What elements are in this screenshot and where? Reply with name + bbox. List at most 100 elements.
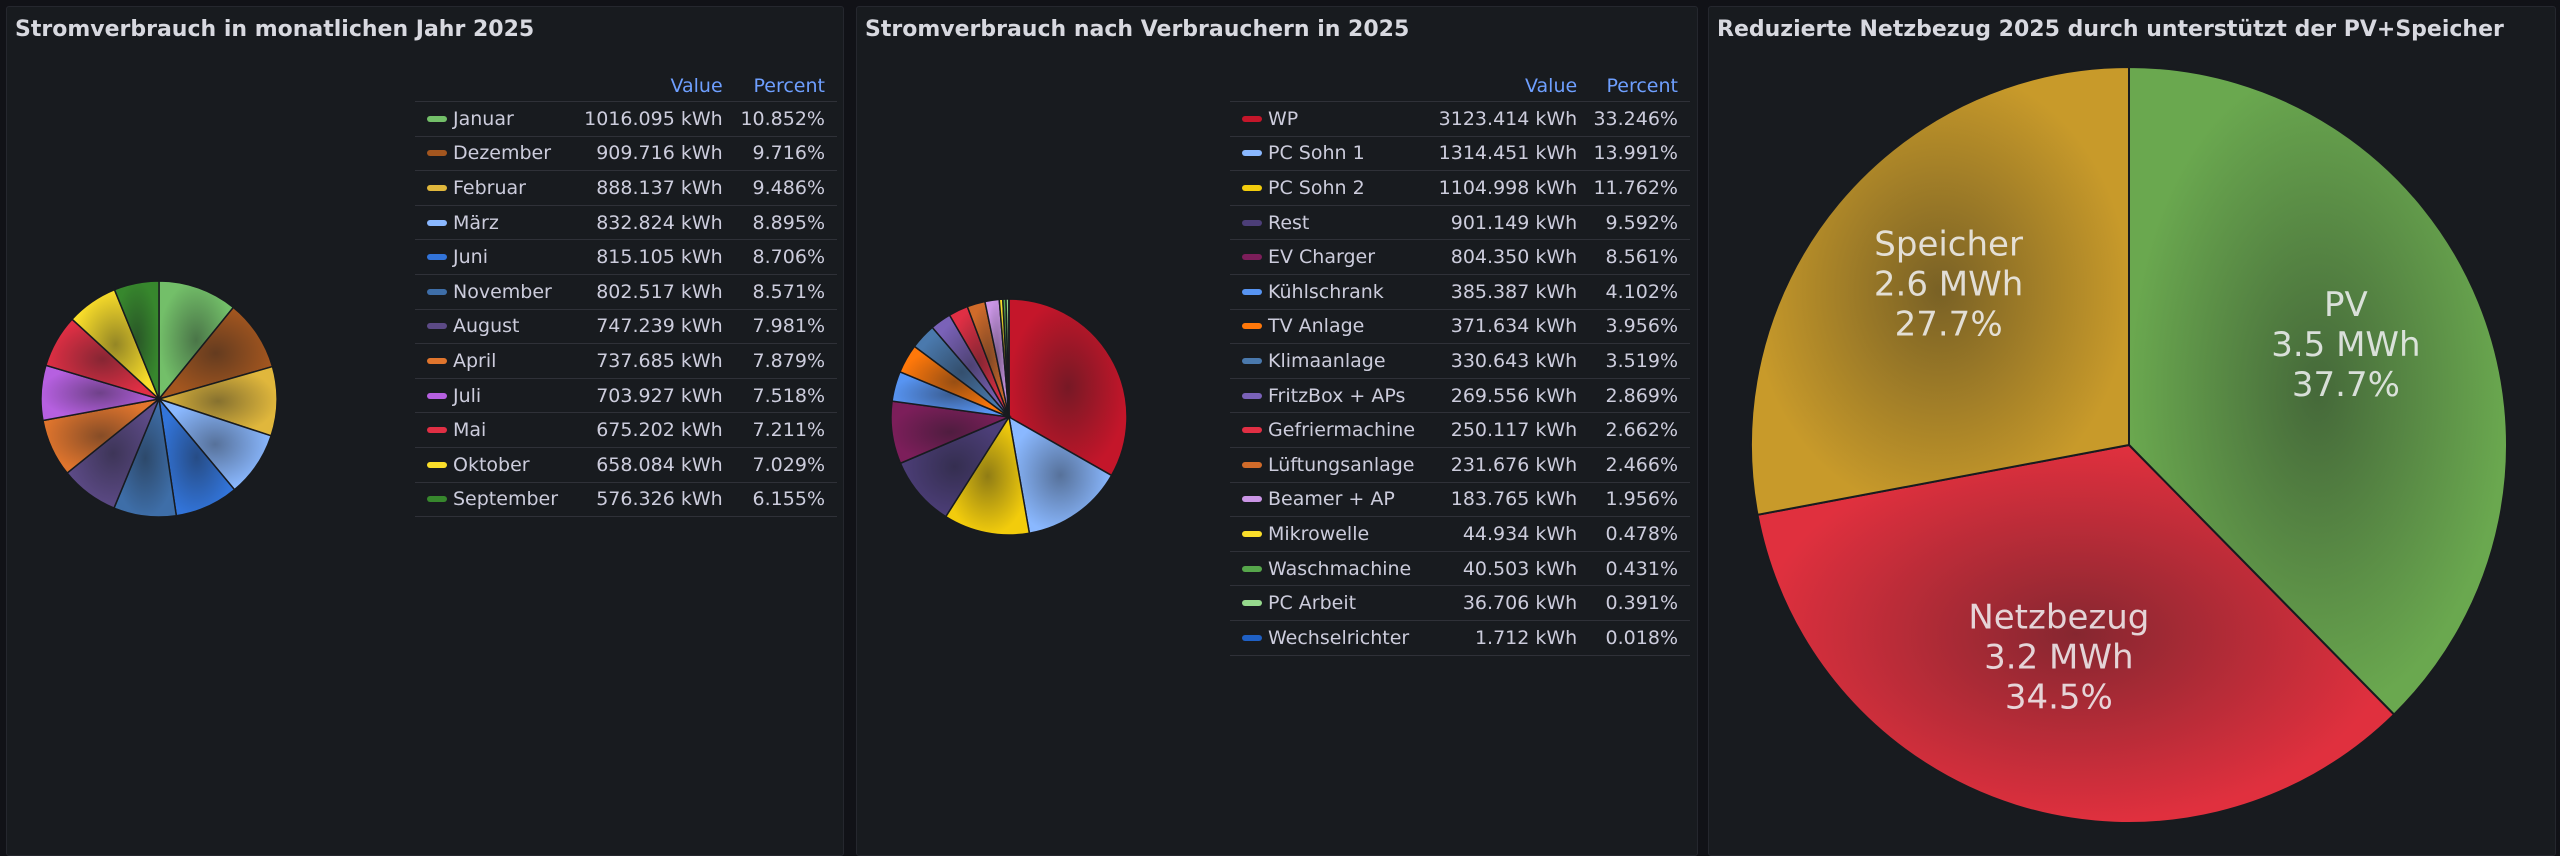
legend-series-name[interactable]: Beamer + AP (1264, 482, 1432, 517)
legend-header-percent[interactable]: Percent (1589, 71, 1690, 102)
legend-series-name[interactable]: TV Anlage (1264, 309, 1432, 344)
legend-series-name[interactable]: Mai (449, 413, 575, 448)
panel-title[interactable]: Stromverbrauch nach Verbrauchern in 2025 (865, 17, 1409, 42)
panel-consumer-consumption: Stromverbrauch nach Verbrauchern in 2025… (856, 6, 1698, 856)
legend-series-name[interactable]: WP (1264, 102, 1432, 137)
legend-color-swatch (427, 496, 447, 502)
legend-color-swatch (427, 220, 447, 226)
legend-series-name[interactable]: April (449, 344, 575, 379)
panel-title[interactable]: Reduzierte Netzbezug 2025 durch unterstü… (1717, 17, 2504, 42)
legend-series-name[interactable]: Wechselrichter (1264, 620, 1432, 655)
legend-series-name[interactable]: März (449, 205, 575, 240)
legend-series-name[interactable]: PC Sohn 2 (1264, 171, 1432, 206)
legend-percent: 7.879% (735, 344, 837, 379)
legend-color-swatch (1242, 427, 1262, 433)
legend-color-swatch (1242, 323, 1262, 329)
panel-title[interactable]: Stromverbrauch in monatlichen Jahr 2025 (15, 17, 534, 42)
legend-color-swatch (427, 289, 447, 295)
legend-color-swatch (427, 358, 447, 364)
legend-series-name[interactable]: Lüftungsanlage (1264, 447, 1432, 482)
legend-series-name[interactable]: EV Charger (1264, 240, 1432, 275)
legend-series-name[interactable]: FritzBox + APs (1264, 378, 1432, 413)
legend-value: 675.202 kWh (575, 413, 735, 448)
legend-series-name[interactable]: August (449, 309, 575, 344)
legend-color-swatch (1242, 116, 1262, 122)
legend-value: 36.706 kWh (1432, 586, 1589, 621)
legend-color-swatch (427, 150, 447, 156)
legend-series-name[interactable]: Dezember (449, 136, 575, 171)
legend-swatch-cell (415, 136, 449, 171)
legend-header-percent[interactable]: Percent (735, 71, 837, 102)
legend-value: 3123.414 kWh (1432, 102, 1589, 137)
legend-value: 909.716 kWh (575, 136, 735, 171)
legend-series-name[interactable]: Februar (449, 171, 575, 206)
legend-header-value[interactable]: Value (575, 71, 735, 102)
legend-swatch-cell (1230, 274, 1264, 309)
legend-color-swatch (1242, 462, 1262, 468)
legend-percent: 8.571% (735, 274, 837, 309)
legend-series-name[interactable]: PC Arbeit (1264, 586, 1432, 621)
legend-value: 888.137 kWh (575, 171, 735, 206)
legend-series-name[interactable]: Juni (449, 240, 575, 275)
legend-percent: 10.852% (735, 102, 837, 137)
legend-color-swatch (1242, 393, 1262, 399)
legend-series-name[interactable]: Januar (449, 102, 575, 137)
legend-series-name[interactable]: November (449, 274, 575, 309)
legend-series-name[interactable]: Oktober (449, 447, 575, 482)
legend-header-value[interactable]: Value (1432, 71, 1589, 102)
legend-series-name[interactable]: Klimaanlage (1264, 344, 1432, 379)
legend-series-name[interactable]: Kühlschrank (1264, 274, 1432, 309)
legend-swatch-cell (1230, 378, 1264, 413)
legend-swatch-cell (415, 482, 449, 517)
legend-series-name[interactable]: Waschmachine (1264, 551, 1432, 586)
legend-percent: 8.561% (1589, 240, 1690, 275)
legend-series-name[interactable]: September (449, 482, 575, 517)
legend-color-swatch (427, 185, 447, 191)
legend-value: 1016.095 kWh (575, 102, 735, 137)
legend-value: 747.239 kWh (575, 309, 735, 344)
legend-value: 576.326 kWh (575, 482, 735, 517)
legend-swatch-cell (1230, 240, 1264, 275)
legend-series-name[interactable]: Mikrowelle (1264, 517, 1432, 552)
legend-series-name[interactable]: Juli (449, 378, 575, 413)
legend-percent: 2.869% (1589, 378, 1690, 413)
legend-color-swatch (1242, 496, 1262, 502)
legend-percent: 7.981% (735, 309, 837, 344)
legend-series-name[interactable]: Gefriermachine (1264, 413, 1432, 448)
legend-value: 802.517 kWh (575, 274, 735, 309)
legend-series-name[interactable]: Rest (1264, 205, 1432, 240)
legend-percent: 8.895% (735, 205, 837, 240)
pie-chart-consumers (889, 297, 1129, 537)
legend-series-name[interactable]: PC Sohn 1 (1264, 136, 1432, 171)
